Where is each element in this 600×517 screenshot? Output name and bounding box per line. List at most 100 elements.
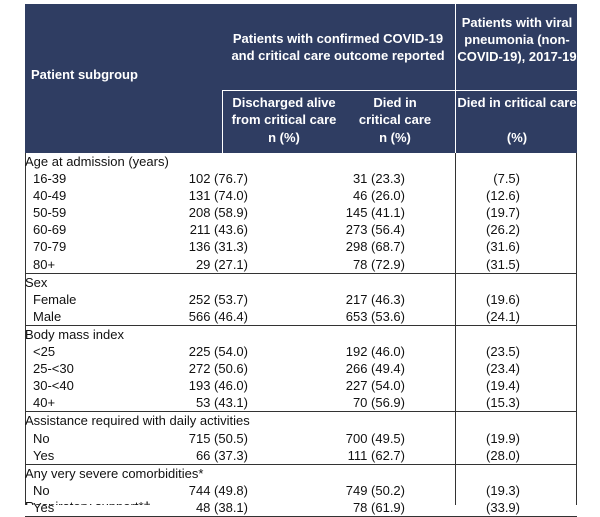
section-title-row: Any very severe comorbidities* [25, 465, 577, 482]
viral-died-cell: (12.6) [486, 188, 520, 204]
discharged-cell: 744 (49.8) [188, 482, 248, 498]
row-label: 60-69 [33, 222, 67, 238]
table-mid-border [455, 153, 456, 505]
died-cell: 217 (46.3) [345, 291, 405, 307]
table-section: Assistance required with daily activitie… [25, 412, 577, 465]
discharged-cell: 252 (53.7) [188, 291, 248, 307]
section-title-row: Age at admission (years) [25, 153, 577, 170]
viral-died-cell: (19.4) [486, 378, 520, 394]
died-cell: 273 (56.4) [345, 222, 405, 238]
table-row: No 744 (49.8) 749 (50.2) (19.3) [25, 482, 577, 499]
cut-off-section-title: Respiratory support*† [25, 499, 151, 514]
row-label: 80+ [33, 256, 56, 272]
section-title-row: Body mass index [25, 326, 577, 343]
discharged-cell: 272 (50.6) [188, 361, 248, 377]
viral-died-cell: (28.0) [486, 447, 520, 463]
table-row: No 715 (50.5) 700 (49.5) (19.9) [25, 430, 577, 447]
data-table: Age at admission (years) 16-39 102 (76.7) 3… [25, 153, 577, 517]
table-row: 70-79 136 (31.3) 298 (68.7) (31.6) [25, 238, 577, 255]
row-label: Male [33, 308, 62, 324]
discharged-cell: 53 (43.1) [195, 395, 248, 411]
discharged-cell: 225 (54.0) [188, 344, 248, 360]
row-label: 16-39 [33, 171, 67, 187]
row-label: No [33, 430, 50, 446]
row-label: 40-49 [33, 188, 67, 204]
table-right-border [576, 153, 577, 505]
row-label: 70-79 [33, 239, 67, 255]
col2-header: Died in critical care [358, 95, 432, 127]
table-row: Male 566 (46.4) 653 (53.6) (24.1) [25, 308, 577, 325]
viral-died-cell: (31.6) [486, 239, 520, 255]
died-cell: 298 (68.7) [345, 239, 405, 255]
viral-died-cell: (19.3) [486, 482, 520, 498]
col1-header: Discharged alive from critical care [231, 95, 337, 127]
table-row: 25-<30 272 (50.6) 266 (49.4) (23.4) [25, 360, 577, 377]
row-label: <25 [33, 344, 56, 360]
viral-died-cell: (19.6) [486, 291, 520, 307]
died-cell: 749 (50.2) [345, 482, 405, 498]
table-header: Patient subgroup Patients with confirmed… [25, 4, 577, 153]
col3-unit: (%) [506, 130, 528, 145]
died-cell: 111 (62.7) [347, 447, 405, 463]
died-cell: 266 (49.4) [345, 361, 405, 377]
subgroup-header: Patient subgroup [31, 67, 138, 82]
header-vdivider-2 [455, 4, 456, 153]
died-cell: 70 (56.9) [352, 395, 405, 411]
row-label: Yes [33, 447, 55, 463]
discharged-cell: 208 (58.9) [188, 205, 248, 221]
discharged-cell: 193 (46.0) [188, 378, 248, 394]
table-section: Age at admission (years) 16-39 102 (76.7) 3… [25, 153, 577, 274]
section-title: Sex [25, 274, 48, 290]
table-row: Female 252 (53.7) 217 (46.3) (19.6) [25, 291, 577, 308]
discharged-cell: 566 (46.4) [188, 308, 248, 324]
section-title: Assistance required with daily activitie… [25, 413, 250, 429]
table-section: Body mass index <25 225 (54.0) 192 (46.0) (2… [25, 326, 577, 413]
section-title: Age at admission (years) [25, 154, 169, 169]
table-row: 16-39 102 (76.7) 31 (23.3) (7.5) [25, 170, 577, 187]
died-cell: 78 (72.9) [352, 256, 405, 272]
died-cell: 192 (46.0) [345, 344, 405, 360]
died-cell: 653 (53.6) [345, 308, 405, 324]
row-label: No [33, 482, 50, 498]
viral-died-cell: (33.9) [486, 499, 520, 515]
header-divider [222, 90, 577, 91]
section-title-row: Sex [25, 274, 577, 291]
died-cell: 700 (49.5) [345, 430, 405, 446]
viral-group-header: Patients with viral pneumonia (non-COVID… [457, 15, 577, 64]
header-vdivider-1 [222, 90, 223, 153]
discharged-cell: 48 (38.1) [195, 499, 248, 515]
table-section: Sex Female 252 (53.7) 217 (46.3) (19.6) Male 5… [25, 274, 577, 326]
table-left-border [25, 153, 26, 505]
viral-died-cell: (19.9) [486, 430, 520, 446]
row-label: Female [33, 291, 77, 307]
viral-died-cell: (24.1) [486, 308, 520, 324]
discharged-cell: 102 (76.7) [188, 171, 248, 187]
viral-died-cell: (23.4) [486, 361, 520, 377]
table-row: Yes 66 (37.3) 111 (62.7) (28.0) [25, 447, 577, 464]
discharged-cell: 715 (50.5) [188, 430, 248, 446]
row-label: 25-<30 [33, 361, 74, 377]
table-row: 60-69 211 (43.6) 273 (56.4) (26.2) [25, 221, 577, 238]
discharged-cell: 131 (74.0) [188, 188, 248, 204]
table-row: <25 225 (54.0) 192 (46.0) (23.5) [25, 343, 577, 360]
col3-header: Died in critical care [457, 95, 577, 110]
row-label: 30-<40 [33, 378, 74, 394]
viral-died-cell: (7.5) [493, 171, 520, 187]
table-row: 80+ 29 (27.1) 78 (72.9) (31.5) [25, 256, 577, 273]
covid-group-header: Patients with confirmed COVID-19 and cri… [231, 31, 445, 63]
died-cell: 227 (54.0) [345, 378, 405, 394]
section-title-row: Assistance required with daily activitie… [25, 412, 577, 429]
table-row: 40+ 53 (43.1) 70 (56.9) (15.3) [25, 394, 577, 411]
died-cell: 145 (41.1) [345, 205, 405, 221]
section-title: Body mass index [25, 326, 124, 342]
viral-died-cell: (31.5) [486, 256, 520, 272]
row-label: 50-59 [33, 205, 67, 221]
row-label: 40+ [33, 395, 56, 411]
col2-unit: n (%) [379, 130, 411, 145]
discharged-cell: 211 (43.6) [189, 222, 248, 238]
section-title: Any very severe comorbidities* [25, 465, 204, 481]
died-cell: 46 (26.0) [352, 188, 405, 204]
table-row: 30-<40 193 (46.0) 227 (54.0) (19.4) [25, 377, 577, 394]
died-cell: 78 (61.9) [352, 499, 405, 515]
col1-unit: n (%) [268, 130, 300, 145]
